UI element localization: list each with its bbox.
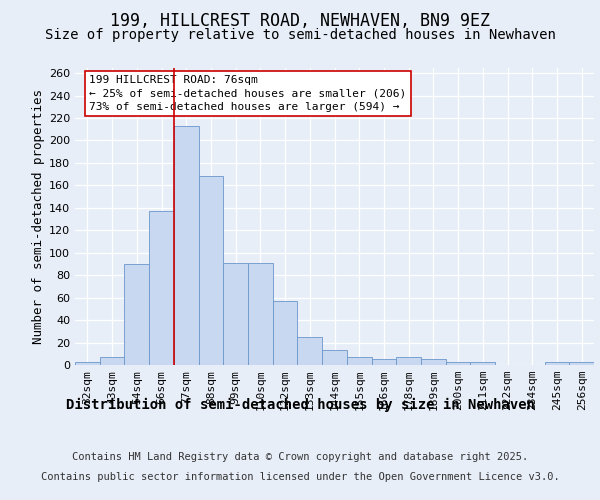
Text: Contains HM Land Registry data © Crown copyright and database right 2025.: Contains HM Land Registry data © Crown c…: [72, 452, 528, 462]
Bar: [149, 211, 174, 365]
Bar: [199, 176, 223, 365]
Bar: [248, 263, 273, 365]
Bar: [322, 350, 347, 365]
Text: Distribution of semi-detached houses by size in Newhaven: Distribution of semi-detached houses by …: [65, 398, 535, 411]
Bar: [124, 264, 149, 365]
Bar: [545, 362, 569, 365]
Bar: [446, 362, 470, 365]
Bar: [75, 362, 100, 365]
Text: Contains public sector information licensed under the Open Government Licence v3: Contains public sector information licen…: [41, 472, 559, 482]
Bar: [371, 360, 396, 365]
Text: 199, HILLCREST ROAD, NEWHAVEN, BN9 9EZ: 199, HILLCREST ROAD, NEWHAVEN, BN9 9EZ: [110, 12, 490, 30]
Bar: [396, 357, 421, 365]
Bar: [347, 357, 371, 365]
Bar: [223, 263, 248, 365]
Bar: [569, 362, 594, 365]
Bar: [273, 301, 298, 365]
Text: 199 HILLCREST ROAD: 76sqm
← 25% of semi-detached houses are smaller (206)
73% of: 199 HILLCREST ROAD: 76sqm ← 25% of semi-…: [89, 76, 407, 112]
Bar: [100, 357, 124, 365]
Bar: [298, 337, 322, 365]
Y-axis label: Number of semi-detached properties: Number of semi-detached properties: [32, 89, 45, 344]
Text: Size of property relative to semi-detached houses in Newhaven: Size of property relative to semi-detach…: [44, 28, 556, 42]
Bar: [470, 362, 495, 365]
Bar: [421, 360, 446, 365]
Bar: [174, 126, 199, 365]
